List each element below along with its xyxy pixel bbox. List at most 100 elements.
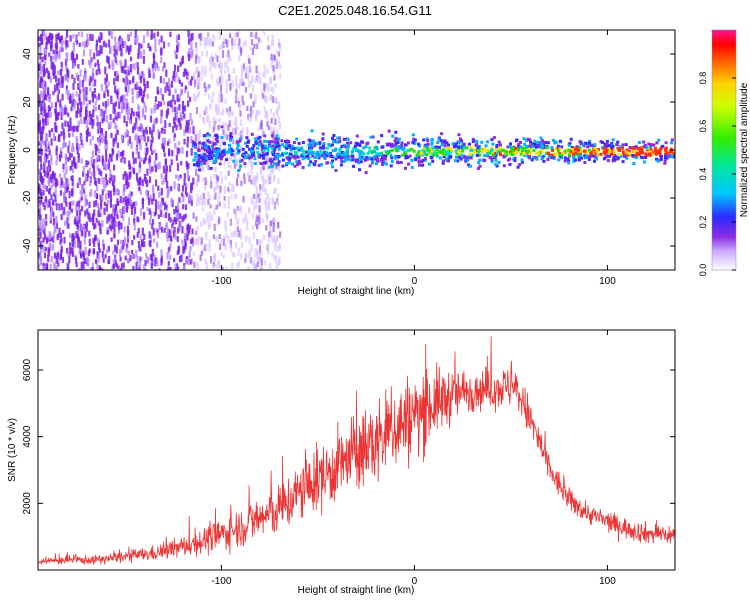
noise-speckle: [43, 233, 47, 240]
noise-speckle: [118, 101, 121, 109]
noise-speckle: [208, 244, 211, 252]
noise-speckle: [151, 248, 154, 257]
noise-speckle: [97, 237, 100, 245]
noise-speckle: [59, 173, 62, 178]
signal-pixel: [567, 148, 571, 152]
noise-speckle: [197, 235, 200, 242]
noise-speckle: [108, 158, 112, 163]
figure-title: C2E1.2025.048.16.54.G11: [278, 3, 432, 18]
noise-speckle: [167, 42, 170, 47]
noise-speckle: [90, 113, 93, 122]
noise-speckle: [233, 120, 236, 126]
noise-speckle: [111, 59, 114, 67]
signal-pixel: [486, 150, 490, 154]
noise-speckle: [177, 141, 180, 146]
noise-speckle: [38, 208, 41, 217]
signal-pixel: [529, 140, 532, 144]
noise-speckle: [60, 214, 63, 220]
noise-speckle: [147, 257, 150, 264]
noise-speckle: [207, 164, 210, 171]
noise-speckle: [142, 90, 146, 97]
noise-speckle: [82, 250, 85, 257]
noise-speckle: [269, 86, 272, 92]
noise-speckle: [50, 194, 53, 201]
noise-speckle: [85, 109, 88, 118]
signal-pixel: [544, 141, 548, 144]
signal-pixel: [313, 156, 317, 159]
signal-pixel: [368, 164, 372, 168]
noise-speckle: [222, 122, 225, 127]
noise-speckle: [177, 227, 180, 234]
noise-speckle: [241, 134, 244, 140]
noise-speckle: [53, 172, 56, 181]
noise-speckle: [245, 235, 248, 242]
noise-speckle: [139, 123, 143, 128]
signal-pixel: [506, 158, 510, 162]
noise-speckle: [71, 251, 74, 257]
signal-pixel: [426, 146, 429, 150]
signal-pixel: [321, 144, 325, 148]
noise-speckle: [196, 79, 199, 84]
noise-speckle: [40, 103, 43, 109]
noise-speckle: [38, 63, 41, 72]
signal-pixel: [340, 159, 344, 163]
noise-speckle: [196, 75, 199, 81]
signal-pixel: [250, 153, 254, 157]
noise-speckle: [109, 169, 112, 177]
signal-pixel: [611, 151, 615, 155]
noise-speckle: [149, 240, 152, 248]
signal-pixel: [262, 147, 266, 151]
noise-speckle: [265, 112, 268, 118]
noise-speckle: [59, 184, 62, 189]
noise-speckle: [138, 267, 141, 270]
noise-speckle: [70, 200, 73, 206]
noise-speckle: [154, 258, 157, 264]
noise-speckle: [134, 30, 137, 38]
noise-speckle: [130, 113, 133, 119]
signal-pixel: [546, 141, 550, 145]
noise-speckle: [62, 163, 65, 169]
noise-speckle: [167, 101, 170, 107]
signal-pixel: [554, 147, 558, 151]
noise-speckle: [104, 254, 107, 259]
noise-speckle: [102, 41, 105, 48]
signal-pixel: [445, 141, 449, 145]
signal-pixel: [362, 152, 366, 156]
noise-speckle: [208, 268, 211, 270]
noise-speckle: [39, 155, 42, 163]
noise-speckle: [57, 32, 60, 41]
noise-speckle: [166, 85, 169, 91]
signal-pixel: [247, 153, 251, 157]
signal-pixel: [403, 150, 407, 154]
noise-speckle: [170, 198, 173, 206]
noise-speckle: [60, 245, 63, 253]
noise-speckle: [184, 241, 187, 247]
noise-speckle: [135, 133, 138, 141]
signal-pixel: [201, 146, 204, 150]
noise-speckle: [279, 73, 282, 79]
noise-speckle: [73, 163, 77, 168]
noise-speckle: [141, 71, 144, 79]
signal-pixel: [528, 138, 532, 142]
noise-speckle: [116, 214, 119, 220]
noise-speckle: [78, 216, 81, 224]
noise-speckle: [205, 160, 208, 168]
signal-pixel: [430, 150, 434, 154]
signal-pixel: [239, 159, 242, 163]
signal-pixel: [310, 146, 314, 150]
noise-speckle: [275, 255, 278, 263]
signal-pixel: [300, 149, 304, 152]
noise-speckle: [236, 160, 239, 167]
noise-speckle: [154, 44, 157, 52]
noise-speckle: [234, 150, 237, 158]
noise-speckle: [131, 166, 134, 172]
noise-speckle: [133, 218, 136, 225]
noise-speckle: [61, 122, 64, 130]
signal-pixel: [311, 151, 315, 154]
noise-speckle: [91, 213, 95, 221]
noise-speckle: [41, 114, 45, 122]
noise-speckle: [154, 64, 157, 72]
noise-speckle: [211, 56, 214, 62]
signal-pixel: [425, 149, 429, 152]
noise-speckle: [170, 228, 173, 235]
